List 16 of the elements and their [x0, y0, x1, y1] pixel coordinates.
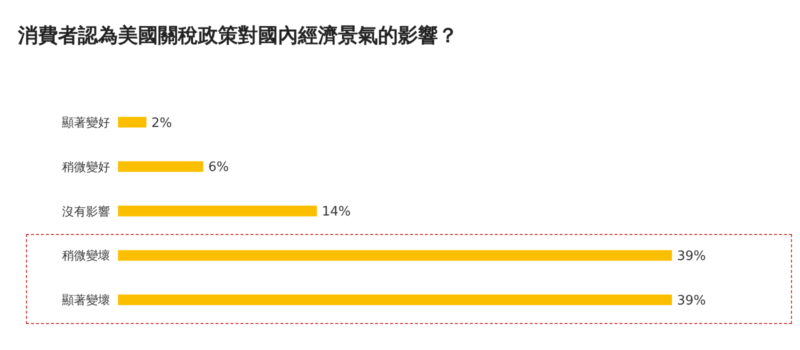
bar: [118, 116, 146, 128]
y-tick-label: 顯著變壞: [62, 293, 110, 308]
data-label: 14%: [322, 204, 351, 220]
bar: [118, 161, 204, 172]
chart-title: 消費者認為美國關稅政策對國內經濟景氣的影響？: [18, 22, 458, 49]
data-label: 39%: [677, 249, 706, 264]
data-label: 39%: [677, 293, 706, 308]
y-tick-label: 稍微變好: [62, 160, 110, 174]
y-tick-label: 沒有影響: [62, 204, 110, 218]
bar: [118, 294, 672, 306]
y-tick-label: 稍微變壞: [62, 248, 110, 263]
y-tick-label: 顯著變好: [62, 115, 110, 130]
bar: [118, 250, 672, 261]
bar: [118, 206, 317, 216]
data-label: 6%: [208, 160, 229, 176]
data-label: 2%: [151, 116, 172, 131]
